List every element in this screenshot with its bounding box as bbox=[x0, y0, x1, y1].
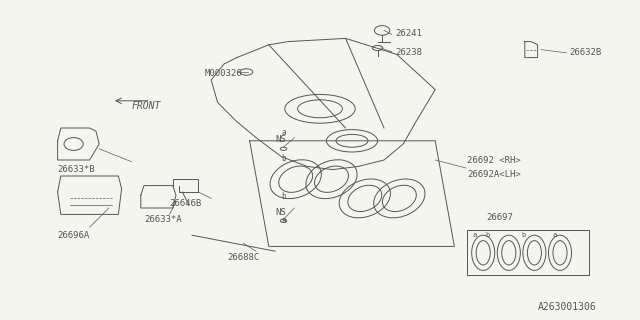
Text: A263001306: A263001306 bbox=[538, 302, 596, 312]
Text: 26238: 26238 bbox=[396, 48, 422, 57]
Text: b: b bbox=[485, 232, 490, 238]
Text: 26632B: 26632B bbox=[570, 48, 602, 57]
Text: NS: NS bbox=[275, 135, 286, 144]
Text: b: b bbox=[282, 154, 286, 163]
Text: 26697: 26697 bbox=[486, 213, 513, 222]
Text: 26633*B: 26633*B bbox=[58, 165, 95, 174]
Text: 26692 <RH>: 26692 <RH> bbox=[467, 156, 521, 164]
Text: a: a bbox=[282, 128, 286, 137]
Bar bbox=[467, 230, 589, 275]
Text: FRONT: FRONT bbox=[131, 100, 161, 111]
Text: 26633*A: 26633*A bbox=[144, 215, 182, 224]
Text: a: a bbox=[472, 232, 477, 238]
Text: a: a bbox=[552, 232, 557, 238]
Text: M000326: M000326 bbox=[205, 69, 243, 78]
Text: b: b bbox=[522, 232, 526, 238]
Text: a: a bbox=[282, 216, 286, 225]
Text: 26241: 26241 bbox=[396, 29, 422, 38]
Text: 26688C: 26688C bbox=[227, 253, 259, 262]
Text: b: b bbox=[282, 192, 286, 201]
Text: 26692A<LH>: 26692A<LH> bbox=[467, 170, 521, 179]
Text: 26646B: 26646B bbox=[170, 199, 202, 208]
Text: NS: NS bbox=[275, 208, 286, 217]
Text: 26696A: 26696A bbox=[58, 231, 90, 240]
